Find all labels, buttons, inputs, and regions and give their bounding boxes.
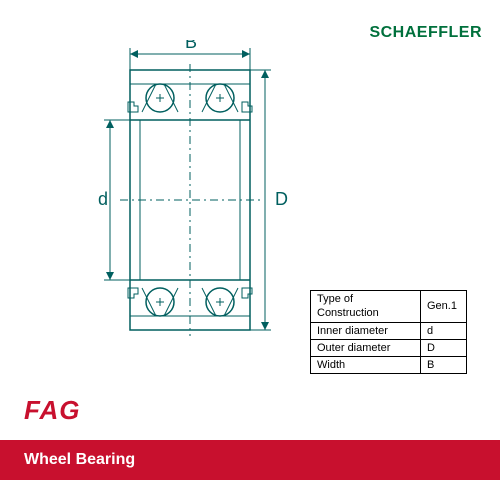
title-text: Wheel Bearing — [24, 451, 135, 469]
brand-fag: FAG — [24, 395, 80, 426]
spec-cell: Type of Construction — [311, 291, 421, 323]
spec-row: Inner diameterd — [311, 322, 467, 339]
svg-text:B: B — [185, 40, 197, 52]
svg-text:D: D — [275, 189, 288, 209]
spec-cell: B — [421, 357, 467, 374]
spec-row: WidthB — [311, 357, 467, 374]
brand-schaeffler: SCHAEFFLER — [369, 24, 482, 42]
spec-row: Outer diameterD — [311, 339, 467, 356]
spec-cell: Inner diameter — [311, 322, 421, 339]
spec-table: Type of ConstructionGen.1Inner diameterd… — [310, 290, 467, 374]
spec-cell: Outer diameter — [311, 339, 421, 356]
bearing-diagram: Bd D — [50, 40, 310, 350]
spec-cell: Gen.1 — [421, 291, 467, 323]
svg-text:d: d — [98, 189, 108, 209]
spec-cell: Width — [311, 357, 421, 374]
spec-cell: D — [421, 339, 467, 356]
title-bar: Wheel Bearing — [0, 440, 500, 480]
spec-row: Type of ConstructionGen.1 — [311, 291, 467, 323]
spec-cell: d — [421, 322, 467, 339]
